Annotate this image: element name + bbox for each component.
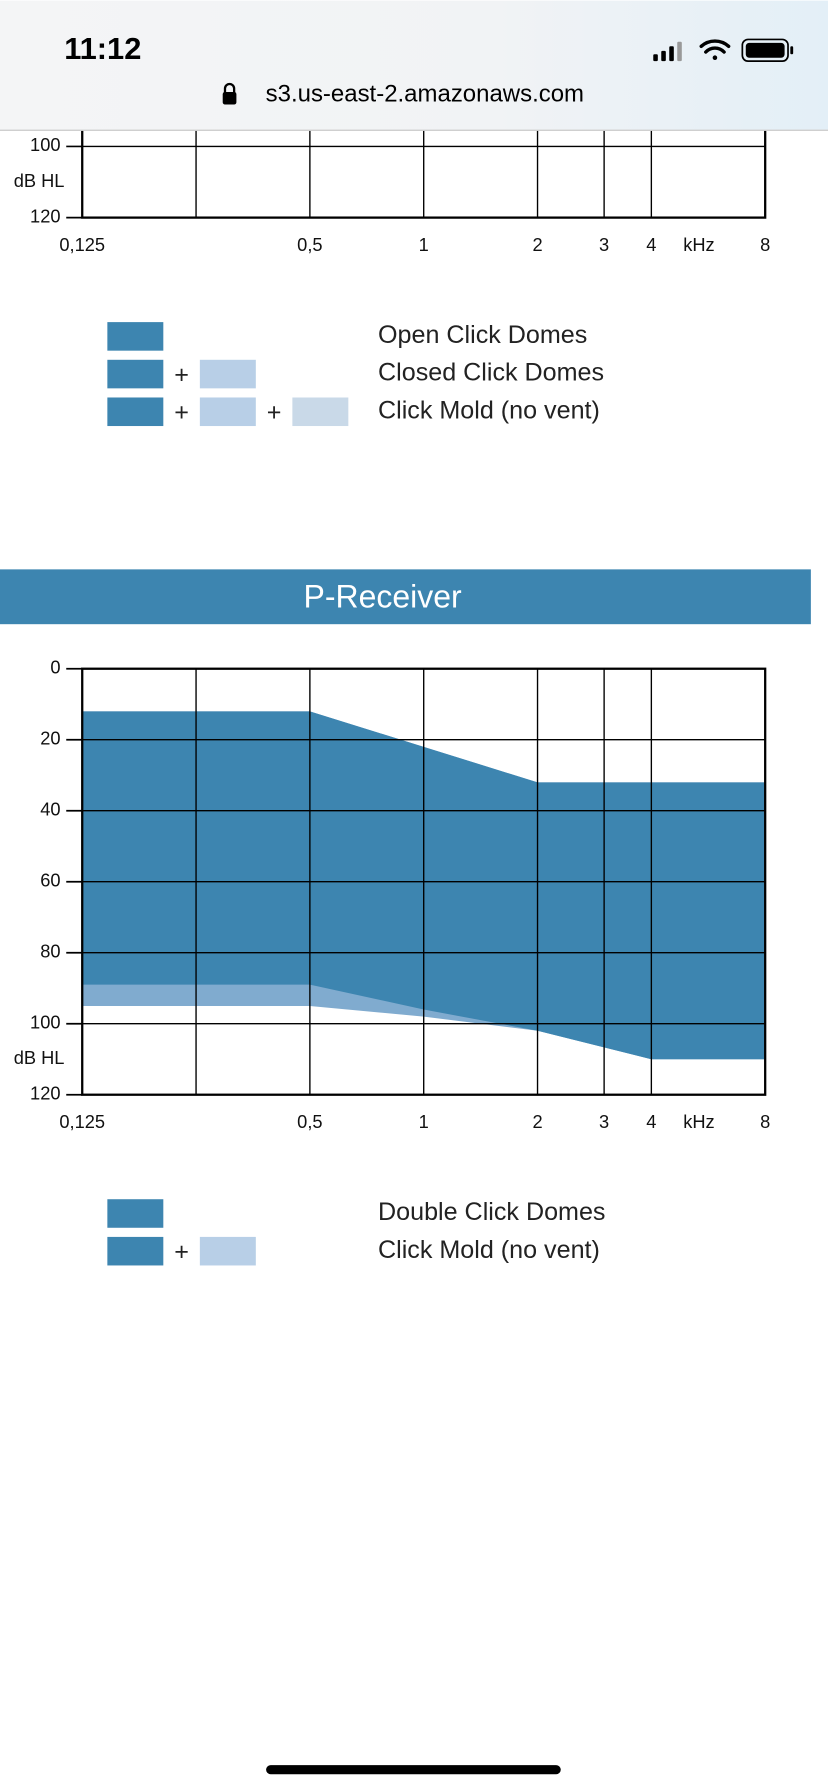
plot-frame <box>81 130 767 219</box>
y-tick-label: 120 <box>30 1083 60 1104</box>
x-tick-label: 0,125 <box>59 1111 105 1132</box>
legend-swatch <box>199 397 256 427</box>
y-tick-label: 20 <box>40 728 60 749</box>
x-axis-label: kHz <box>683 234 714 255</box>
chart: 100 120 dB HL 0,125 0,5 1 2 3 4 8 kHz <box>14 130 770 255</box>
x-tick-label: 1 <box>419 1111 429 1132</box>
legend-label: Double Click Domes <box>378 1198 605 1226</box>
url[interactable]: s3.us-east-2.amazonaws.com <box>266 81 584 108</box>
legend-swatch <box>107 397 164 427</box>
y-tick-label: 60 <box>40 870 60 891</box>
signal-icon <box>653 41 682 62</box>
legend-swatch <box>199 359 256 389</box>
x-tick-label: 2 <box>532 234 542 255</box>
x-tick-label: 4 <box>646 1111 656 1132</box>
section-title: P-Receiver <box>304 578 462 614</box>
x-tick-label: 0,125 <box>59 234 105 255</box>
x-tick-label: 2 <box>532 1111 542 1132</box>
legend-swatch <box>107 322 164 351</box>
legend-plus: + <box>267 399 282 427</box>
x-tick-label: 8 <box>760 234 770 255</box>
y-tick-label: 40 <box>40 799 60 820</box>
legend-label: Closed Click Domes <box>378 359 604 387</box>
y-tick-label: 100 <box>30 1012 60 1033</box>
wifi-icon <box>699 39 731 61</box>
legend-label: Open Click Domes <box>378 321 587 349</box>
home-indicator <box>266 1765 561 1775</box>
lock-icon <box>222 82 237 105</box>
x-axis-label: kHz <box>683 1111 714 1132</box>
section-bar <box>0 569 811 625</box>
chart: 0 20 40 60 80 100 120 dB HL 0,125 0,5 1 2 3 4 8 kHz <box>14 657 771 1133</box>
y-tick-label: 100 <box>30 134 60 155</box>
x-tick-label: 4 <box>646 234 656 255</box>
browser-header <box>0 0 828 130</box>
y-tick-label: 120 <box>30 205 60 226</box>
legend-plus: + <box>174 1238 189 1266</box>
y-tick-label: 0 <box>50 657 60 678</box>
battery-icon <box>741 38 794 63</box>
legend-swatch <box>292 397 349 427</box>
legend-swatch <box>107 1199 164 1228</box>
y-axis-label: dB HL <box>14 170 65 191</box>
x-tick-label: 3 <box>599 234 609 255</box>
legend-label: Click Mold (no vent) <box>378 1236 600 1264</box>
x-tick-label: 1 <box>419 234 429 255</box>
x-tick-label: 0,5 <box>297 234 322 255</box>
x-tick-label: 0,5 <box>297 1111 322 1132</box>
legend-swatch <box>107 1236 164 1266</box>
y-tick-label: 80 <box>40 941 60 962</box>
clock: 11:12 <box>64 31 141 66</box>
legend-label: Click Mold (no vent) <box>378 396 600 424</box>
legend-plus: + <box>174 361 189 389</box>
y-axis-label: dB HL <box>14 1047 65 1068</box>
legend-swatch <box>199 1236 256 1266</box>
x-tick-label: 3 <box>599 1111 609 1132</box>
x-tick-label: 8 <box>760 1111 770 1132</box>
legend-swatch <box>107 359 164 389</box>
legend-plus: + <box>174 399 189 427</box>
